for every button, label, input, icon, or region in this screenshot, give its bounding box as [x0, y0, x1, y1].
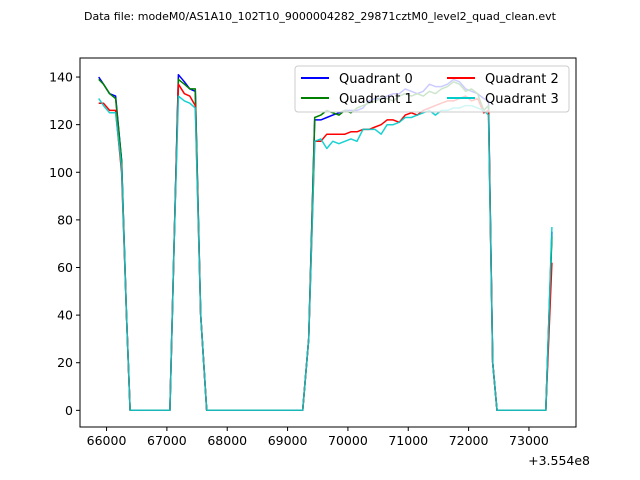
y-tick-label: 120 [49, 117, 73, 132]
series-line-quadrant-2 [98, 83, 553, 412]
x-axis: 66000 67000 68000 69000 70000 71000 72000 73000 [87, 427, 549, 448]
y-tick-label: 100 [49, 165, 73, 180]
series-layer [98, 73, 553, 412]
legend: Quadrant 0 Quadrant 1 Quadrant 2 Quadrant 3 [294, 65, 570, 113]
y-tick-label: 60 [57, 260, 73, 275]
x-axis-offset-label: +3.554e8 [528, 453, 590, 468]
x-tick-label: 72000 [449, 433, 489, 448]
legend-label-2: Quadrant 2 [485, 72, 559, 87]
x-tick-label: 68000 [207, 433, 247, 448]
x-tick-label: 66000 [87, 433, 127, 448]
y-tick-label: 40 [57, 308, 73, 323]
series-line-quadrant-1 [98, 78, 553, 412]
series-line-quadrant-3 [98, 95, 553, 412]
y-tick-label: 140 [49, 70, 73, 85]
y-axis: 0 20 40 60 80 100 120 140 [49, 70, 80, 418]
plot-frame [79, 57, 577, 428]
x-tick-label: 71000 [388, 433, 428, 448]
x-tick-label: 67000 [147, 433, 187, 448]
y-tick-label: 0 [65, 403, 73, 418]
chart-title: Data file: modeM0/AS1A10_102T10_90000042… [84, 10, 557, 23]
legend-label-0: Quadrant 0 [339, 72, 413, 87]
legend-label-1: Quadrant 1 [339, 92, 413, 107]
y-tick-label: 20 [57, 355, 73, 370]
x-tick-label: 70000 [328, 433, 368, 448]
series-line-quadrant-0 [98, 73, 553, 412]
legend-box [294, 65, 570, 113]
y-tick-label: 80 [57, 212, 73, 227]
legend-label-3: Quadrant 3 [485, 92, 559, 107]
x-tick-label: 69000 [268, 433, 308, 448]
x-tick-label: 73000 [509, 433, 549, 448]
